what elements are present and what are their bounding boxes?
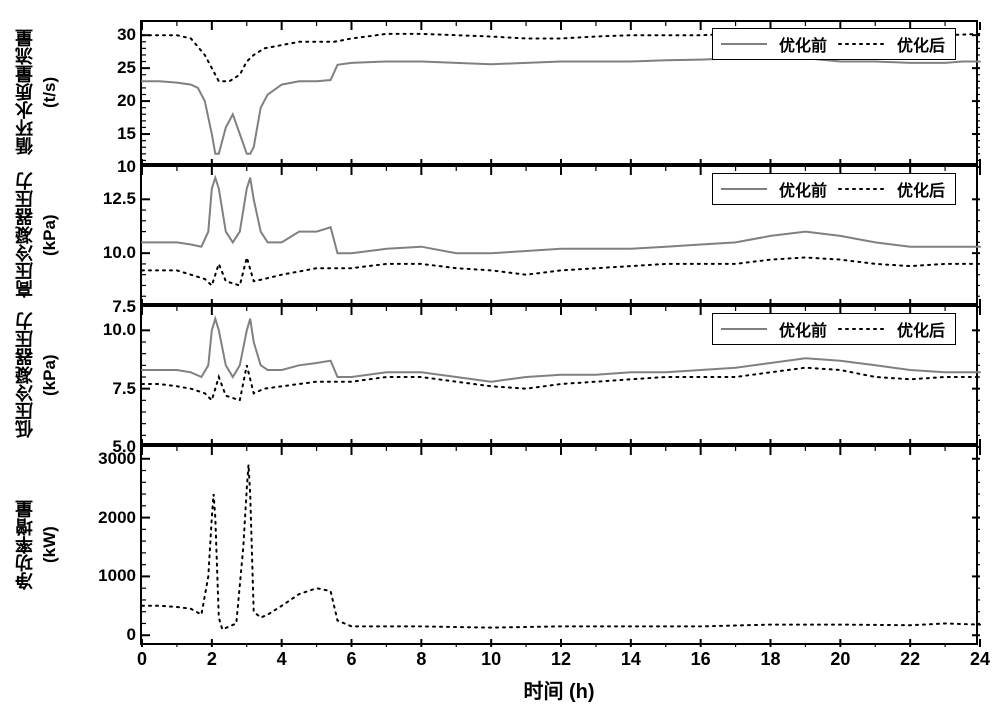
legend-before-label: 优化前 (779, 32, 827, 56)
ytick-label: 7.5 (112, 379, 142, 399)
ylabel-unit-p4: (kW) (40, 445, 60, 645)
legend: 优化前 优化后 (712, 28, 956, 60)
ylabel-p1: 循环水质量流量 (12, 20, 38, 165)
ylabel-unit-p3: (kPa) (40, 305, 60, 445)
legend: 优化前 优化后 (712, 173, 956, 205)
legend: 优化前 优化后 (712, 313, 956, 345)
ytick-label: 10.0 (103, 320, 142, 340)
chart-panel-p4: 0100020003000024681012141618202224 (140, 445, 978, 645)
ytick-label: 10 (117, 157, 142, 177)
xtick-label: 2 (207, 643, 217, 670)
xtick-label: 18 (760, 643, 780, 670)
ytick-label: 3000 (98, 449, 142, 469)
ylabel-unit-p2: (kPa) (40, 165, 60, 305)
chart-panel-p3: 5.07.510.0优化前优化后 (140, 305, 978, 445)
xtick-label: 14 (621, 643, 641, 670)
ytick-label: 1000 (98, 566, 142, 586)
ylabel-p2: 高压冷凝器压力 (12, 165, 38, 305)
chart-panel-p2: 7.510.012.5优化前优化后 (140, 165, 978, 305)
xtick-label: 0 (137, 643, 147, 670)
ytick-label: 15 (117, 124, 142, 144)
ylabel-p4: 净功率增量 (12, 445, 38, 645)
ytick-label: 10.0 (103, 243, 142, 263)
legend-before-label: 优化前 (779, 317, 827, 341)
multi-panel-chart: 1015202530优化前优化后循环水质量流量(t/s)7.510.012.5优… (10, 10, 990, 710)
xtick-label: 10 (481, 643, 501, 670)
xtick-label: 8 (416, 643, 426, 670)
legend-after-label: 优化后 (897, 177, 945, 201)
legend-after-label: 优化后 (897, 32, 945, 56)
ytick-label: 25 (117, 58, 142, 78)
ylabel-unit-p1: (t/s) (40, 20, 60, 165)
xtick-label: 22 (900, 643, 920, 670)
xlabel: 时间 (h) (140, 675, 978, 704)
ytick-label: 12.5 (103, 189, 142, 209)
xtick-label: 16 (691, 643, 711, 670)
xtick-label: 24 (970, 643, 990, 670)
ytick-label: 2000 (98, 508, 142, 528)
xtick-label: 20 (830, 643, 850, 670)
xtick-label: 6 (346, 643, 356, 670)
ytick-label: 20 (117, 91, 142, 111)
ytick-label: 30 (117, 25, 142, 45)
ytick-label: 7.5 (112, 297, 142, 317)
ylabel-p3: 低压冷凝器压力 (12, 305, 38, 445)
xtick-label: 12 (551, 643, 571, 670)
legend-after-label: 优化后 (897, 317, 945, 341)
legend-before-label: 优化前 (779, 177, 827, 201)
chart-panel-p1: 1015202530优化前优化后 (140, 20, 978, 165)
xtick-label: 4 (277, 643, 287, 670)
